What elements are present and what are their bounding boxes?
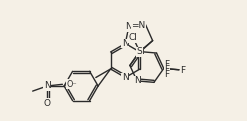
Text: N: N (125, 22, 132, 31)
Text: =N: =N (131, 21, 146, 30)
Text: N: N (122, 39, 129, 48)
Text: F: F (180, 66, 185, 75)
Text: O: O (44, 98, 51, 107)
Text: N: N (137, 48, 143, 57)
Text: S: S (137, 47, 143, 56)
Text: F: F (165, 60, 170, 69)
Text: N: N (122, 73, 129, 82)
Text: N: N (134, 76, 140, 85)
Text: F: F (165, 65, 170, 74)
Text: N: N (44, 82, 50, 91)
Text: Cl: Cl (129, 33, 138, 42)
Text: O⁻: O⁻ (66, 80, 77, 89)
Text: F: F (165, 70, 170, 79)
